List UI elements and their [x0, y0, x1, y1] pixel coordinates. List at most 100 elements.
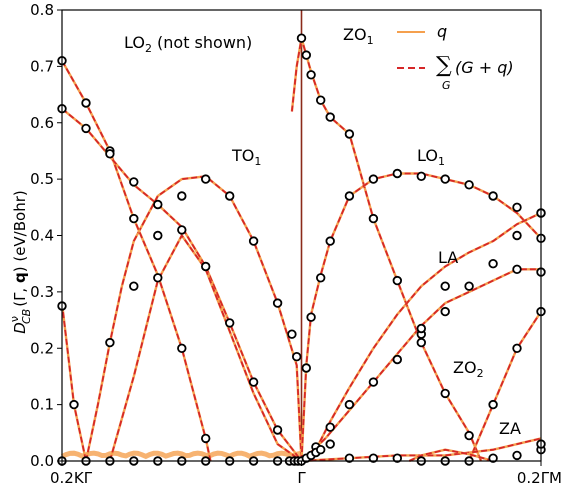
- markers-group: [57, 33, 546, 466]
- data-point: [301, 50, 311, 60]
- data-point: [272, 298, 283, 308]
- data-point: [512, 230, 522, 241]
- data-point: [488, 453, 498, 463]
- data-point: [81, 98, 91, 108]
- annot-lo2: LO2 (not shown): [124, 33, 252, 55]
- annot-la: LA: [438, 248, 458, 267]
- x-tick-label: 0.2ΚΓ: [50, 469, 93, 487]
- data-point: [344, 129, 355, 139]
- data-point: [512, 343, 522, 353]
- data-point: [129, 213, 139, 224]
- data-point: [177, 191, 187, 201]
- data-point: [440, 281, 450, 291]
- data-point: [344, 191, 355, 201]
- data-point: [488, 259, 498, 269]
- y-tick-label: 0.4: [30, 227, 54, 245]
- data-point: [344, 399, 355, 410]
- annot-zo1: ZO1: [343, 25, 374, 47]
- series-ZO2-q: [467, 310, 543, 462]
- legend-sum-sub: G: [442, 79, 451, 92]
- legend-q-label: q: [437, 22, 447, 41]
- data-point: [392, 354, 402, 365]
- data-point: [464, 281, 474, 291]
- data-point: [464, 430, 474, 441]
- series-LA-sum: [300, 212, 542, 462]
- data-point: [200, 261, 211, 272]
- data-point: [488, 191, 498, 201]
- ylabel-sup: ν: [8, 316, 21, 322]
- data-point: [325, 422, 335, 432]
- series-lowband-q: [60, 450, 303, 460]
- data-point: [440, 174, 450, 184]
- series-ZO2-sum: [468, 311, 542, 462]
- series-TO1_arc-sum: [85, 175, 303, 462]
- data-point: [488, 399, 498, 410]
- data-point: [325, 439, 335, 449]
- data-point: [512, 202, 522, 212]
- x-tick-label: Γ: [297, 469, 306, 487]
- legend: q ∑ G (G + q): [397, 22, 514, 92]
- series-LO1_right-sum: [300, 172, 542, 462]
- data-point: [392, 275, 402, 286]
- data-point: [416, 337, 426, 348]
- annot-lo1: LO1: [417, 146, 445, 168]
- data-point: [200, 433, 211, 444]
- y-tick-label: 0.5: [30, 170, 54, 188]
- data-point: [512, 450, 522, 461]
- data-point: [392, 453, 402, 463]
- data-point: [440, 306, 450, 317]
- data-point: [306, 70, 316, 80]
- data-point: [200, 174, 211, 184]
- data-point: [69, 399, 79, 410]
- data-point: [292, 352, 302, 362]
- data-point: [129, 177, 139, 187]
- data-point: [296, 33, 307, 43]
- y-tick-label: 0.3: [30, 283, 54, 301]
- data-point: [325, 236, 335, 246]
- series-TO1_left-sum: [61, 302, 87, 462]
- data-point: [248, 236, 259, 246]
- ylabel-rest-b: q: [11, 272, 29, 283]
- data-point: [325, 112, 335, 122]
- data-point: [440, 388, 450, 399]
- data-point: [248, 377, 259, 387]
- data-point: [344, 453, 355, 463]
- data-point: [512, 264, 522, 274]
- data-point: [316, 95, 326, 105]
- legend-sum-symbol: ∑: [436, 53, 452, 78]
- annot-to1: TO1: [231, 146, 261, 168]
- data-point: [105, 337, 115, 348]
- data-point: [368, 174, 379, 184]
- y-tick-label: 0.8: [30, 1, 54, 19]
- series-LO1_left-q: [60, 60, 212, 462]
- annot-za: ZA: [499, 419, 521, 438]
- x-tick-label: 0.2ΓΜ: [517, 469, 562, 487]
- data-point: [316, 445, 326, 455]
- y-tick-label: 0.6: [30, 114, 54, 132]
- ylabel-rest-c: ) (eV/Bohr): [11, 190, 29, 272]
- ticks-group: 0.0 0.1 0.2 0.3 0.4 0.5 0.6 0.7 0.8 0.2ΚΓ Γ 0.2ΓΜ: [30, 1, 562, 487]
- y-tick-label: 0.1: [30, 396, 54, 414]
- data-point: [368, 377, 379, 387]
- data-point: [224, 318, 235, 328]
- series-LO1_right-q: [300, 172, 542, 462]
- y-tick-label: 0.0: [30, 452, 54, 470]
- data-point: [464, 180, 474, 190]
- series-TO1_arc-q: [84, 175, 303, 462]
- curves-group: [60, 10, 543, 463]
- data-point: [177, 343, 187, 353]
- data-point: [81, 123, 91, 134]
- data-point: [416, 323, 426, 334]
- data-point: [306, 312, 316, 322]
- data-point: [392, 168, 402, 179]
- series-LO1_left-sum: [61, 60, 212, 462]
- ylabel-main: D: [11, 322, 29, 334]
- data-point: [153, 273, 163, 283]
- series-upper_left-sum: [61, 108, 303, 462]
- annot-zo2: ZO2: [453, 358, 484, 380]
- y-tick-label: 0.7: [30, 57, 54, 75]
- data-point: [368, 213, 379, 224]
- ylabel-sub: CB: [20, 309, 33, 324]
- series-ZA_valley-sum: [408, 448, 494, 462]
